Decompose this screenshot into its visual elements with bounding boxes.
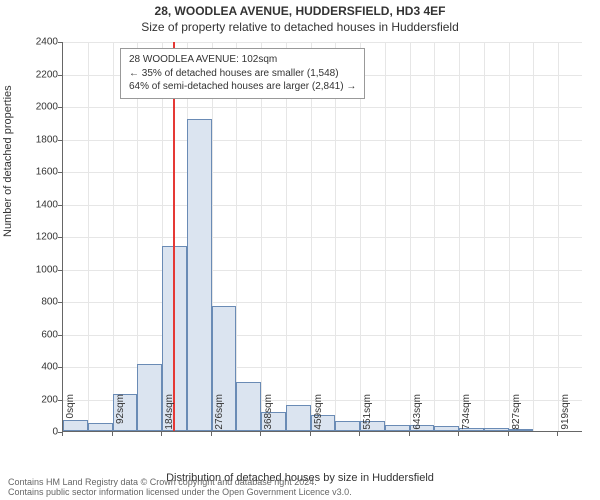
histogram-bar [484, 428, 509, 431]
x-tick-label: 643sqm [412, 394, 423, 434]
x-tick-mark [409, 432, 410, 436]
legend-line1: 28 WOODLEA AVENUE: 102sqm [129, 53, 356, 67]
gridline-h [63, 205, 582, 206]
gridline-v [509, 42, 510, 431]
x-tick-mark [161, 432, 162, 436]
x-tick-mark [557, 432, 558, 436]
x-tick-label: 276sqm [214, 394, 225, 434]
y-tick-label: 2000 [18, 102, 58, 113]
y-tick-mark [58, 140, 62, 141]
histogram-bar [385, 425, 410, 432]
gridline-h [63, 270, 582, 271]
x-tick-label: 184sqm [164, 394, 175, 434]
legend-line3: 64% of semi-detached houses are larger (… [129, 80, 356, 94]
x-tick-label: 92sqm [115, 394, 126, 434]
y-tick-mark [58, 367, 62, 368]
x-tick-mark [62, 432, 63, 436]
gridline-v [533, 42, 534, 431]
x-tick-label: 734sqm [461, 394, 472, 434]
gridline-v [558, 42, 559, 431]
x-tick-mark [310, 432, 311, 436]
chart-legend: 28 WOODLEA AVENUE: 102sqm ← 35% of detac… [120, 48, 365, 99]
gridline-v [360, 42, 361, 431]
histogram-bar [335, 421, 360, 431]
x-tick-label: 0sqm [65, 394, 76, 434]
y-axis-label: Number of detached properties [2, 85, 14, 237]
x-tick-label: 919sqm [560, 394, 571, 434]
y-tick-label: 800 [18, 297, 58, 308]
y-tick-mark [58, 172, 62, 173]
chart-container: 28, WOODLEA AVENUE, HUDDERSFIELD, HD3 4E… [0, 0, 600, 500]
y-tick-label: 0 [18, 427, 58, 438]
y-tick-mark [58, 302, 62, 303]
histogram-bar [236, 382, 261, 431]
gridline-v [484, 42, 485, 431]
y-tick-mark [58, 335, 62, 336]
histogram-bar [88, 423, 113, 431]
legend-line2: ← 35% of detached houses are smaller (1,… [129, 67, 356, 81]
histogram-bar [137, 364, 162, 431]
histogram-bar [187, 119, 212, 431]
y-tick-label: 400 [18, 362, 58, 373]
gridline-v [385, 42, 386, 431]
gridline-h [63, 335, 582, 336]
y-tick-label: 1000 [18, 264, 58, 275]
x-tick-mark [112, 432, 113, 436]
y-tick-label: 1400 [18, 199, 58, 210]
y-tick-mark [58, 270, 62, 271]
x-tick-mark [458, 432, 459, 436]
x-tick-mark [260, 432, 261, 436]
gridline-v [261, 42, 262, 431]
gridline-v [286, 42, 287, 431]
y-tick-label: 2200 [18, 69, 58, 80]
y-tick-label: 2400 [18, 37, 58, 48]
y-tick-mark [58, 75, 62, 76]
gridline-v [335, 42, 336, 431]
chart-title-sub: Size of property relative to detached ho… [0, 20, 600, 34]
y-tick-label: 200 [18, 394, 58, 405]
gridline-h [63, 107, 582, 108]
gridline-v [236, 42, 237, 431]
gridline-v [311, 42, 312, 431]
gridline-v [113, 42, 114, 431]
x-tick-label: 459sqm [313, 394, 324, 434]
y-tick-label: 1200 [18, 232, 58, 243]
gridline-v [459, 42, 460, 431]
gridline-v [434, 42, 435, 431]
histogram-bar [286, 405, 311, 431]
gridline-h [63, 302, 582, 303]
x-tick-label: 551sqm [362, 394, 373, 434]
x-tick-mark [508, 432, 509, 436]
gridline-h [63, 42, 582, 43]
y-tick-label: 600 [18, 329, 58, 340]
gridline-h [63, 172, 582, 173]
y-tick-mark [58, 237, 62, 238]
y-tick-mark [58, 42, 62, 43]
x-tick-label: 827sqm [511, 394, 522, 434]
chart-title-main: 28, WOODLEA AVENUE, HUDDERSFIELD, HD3 4E… [0, 4, 600, 18]
plot-area [62, 42, 582, 432]
gridline-v [88, 42, 89, 431]
gridline-h [63, 237, 582, 238]
footer-line2: Contains public sector information licen… [8, 488, 352, 498]
footer-attribution: Contains HM Land Registry data © Crown c… [8, 478, 352, 498]
gridline-h [63, 140, 582, 141]
histogram-bar [434, 426, 459, 431]
y-tick-label: 1800 [18, 134, 58, 145]
x-tick-mark [211, 432, 212, 436]
x-tick-label: 368sqm [263, 394, 274, 434]
property-marker-line [173, 42, 175, 431]
y-tick-label: 1600 [18, 167, 58, 178]
y-tick-mark [58, 400, 62, 401]
x-tick-mark [359, 432, 360, 436]
gridline-v [410, 42, 411, 431]
y-tick-mark [58, 205, 62, 206]
y-tick-mark [58, 107, 62, 108]
